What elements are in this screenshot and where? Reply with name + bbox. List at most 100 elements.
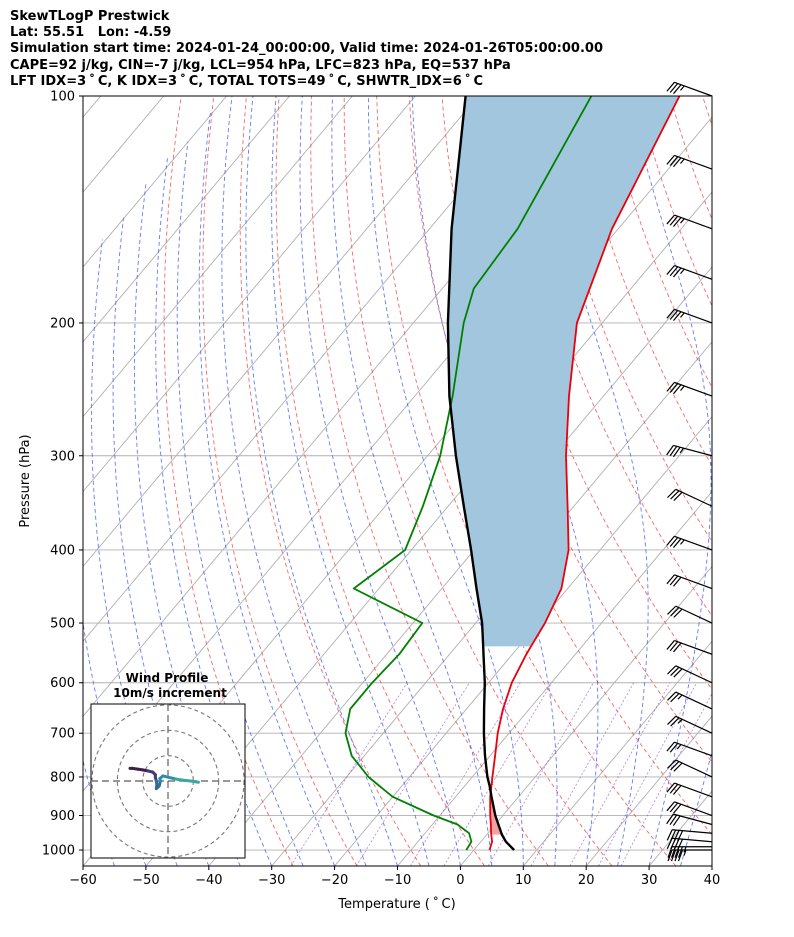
y-tick-label: 1000 bbox=[42, 844, 75, 859]
wind-barb bbox=[667, 759, 713, 778]
title-line-times: Simulation start time: 2024-01-24_00:00:… bbox=[10, 41, 603, 57]
moist-adiabat-line bbox=[711, 864, 712, 866]
mixing-ratio-line bbox=[569, 682, 671, 866]
wind-barb bbox=[666, 574, 713, 590]
moist-adiabat-line bbox=[245, 96, 398, 866]
moist-adiabat-line bbox=[112, 217, 210, 866]
wind-barb bbox=[667, 665, 713, 684]
isotherm-line bbox=[83, 96, 290, 343]
isotherm-line bbox=[397, 490, 712, 866]
moist-adiabat-line bbox=[628, 96, 712, 866]
y-axis-label: Pressure (hPa) bbox=[18, 434, 33, 527]
wind-barb bbox=[666, 444, 713, 458]
dry-adiabat-line bbox=[275, 96, 485, 866]
wind-barb bbox=[666, 741, 713, 757]
wind-barb bbox=[666, 829, 713, 842]
wind-barb bbox=[666, 214, 713, 230]
isotherm-line bbox=[83, 96, 227, 268]
x-tick-label: −60 bbox=[69, 873, 96, 888]
x-tick-label: −50 bbox=[132, 873, 159, 888]
wind-barb bbox=[667, 691, 713, 710]
moist-adiabat-line bbox=[133, 181, 241, 866]
x-axis-label: Temperature ( ˚ C) bbox=[337, 896, 455, 912]
dewpoint-profile-line bbox=[344, 96, 593, 851]
x-tick-label: 20 bbox=[578, 873, 595, 888]
wind-barb bbox=[667, 488, 713, 507]
y-tick-label: 700 bbox=[50, 727, 75, 742]
moist-adiabat-line bbox=[221, 96, 367, 866]
hodograph-trace-segment bbox=[189, 779, 200, 784]
wind-barb bbox=[666, 154, 713, 170]
moist-adiabat-line bbox=[155, 155, 273, 866]
dry-adiabat-line bbox=[310, 96, 549, 866]
title-line-cape: CAPE=92 j/kg, CIN=-7 j/kg, LCL=954 hPa, … bbox=[10, 57, 511, 73]
mixing-ratio-line bbox=[530, 682, 635, 866]
wind-barb bbox=[667, 605, 713, 624]
isotherm-line bbox=[83, 96, 416, 493]
moist-adiabat-line bbox=[536, 96, 649, 866]
isotherm-line bbox=[83, 96, 479, 568]
isotherm-line bbox=[585, 715, 712, 866]
dry-adiabat-line bbox=[239, 96, 422, 866]
parcel-profile-line bbox=[446, 96, 515, 851]
wind-barbs-layer bbox=[666, 81, 713, 862]
x-tick-label: −30 bbox=[258, 873, 285, 888]
wind-barb bbox=[666, 81, 713, 97]
hodograph-subtitle: 10m/s increment bbox=[113, 686, 227, 700]
wind-barb bbox=[666, 782, 713, 798]
wind-barb bbox=[667, 715, 713, 734]
y-tick-label: 300 bbox=[50, 449, 75, 464]
wind-barb bbox=[666, 535, 713, 551]
isotherm-line bbox=[711, 865, 712, 866]
mixing-ratio-line bbox=[290, 682, 408, 866]
moist-adiabat-line bbox=[198, 111, 336, 866]
dry-adiabat-line bbox=[768, 96, 794, 866]
x-tick-label: 40 bbox=[704, 873, 721, 888]
wind-barb bbox=[666, 640, 713, 655]
x-tick-label: 30 bbox=[641, 873, 658, 888]
dry-adiabat-line bbox=[163, 96, 294, 866]
dry-adiabat-line bbox=[702, 96, 712, 127]
temperature-profile-line bbox=[488, 96, 681, 851]
x-tick-label: −10 bbox=[384, 873, 411, 888]
moist-adiabat-line bbox=[466, 96, 599, 866]
isotherm-line bbox=[83, 96, 353, 418]
x-tick-label: −20 bbox=[321, 873, 348, 888]
hodograph-plot bbox=[91, 704, 245, 858]
moist-adiabat-line bbox=[368, 96, 524, 866]
mixing-ratio-line bbox=[620, 692, 712, 866]
wind-barb bbox=[666, 265, 713, 280]
cape-shading bbox=[448, 96, 680, 647]
mixing-ratio-line bbox=[410, 682, 521, 866]
x-tick-label: −40 bbox=[195, 873, 222, 888]
isotherm-line bbox=[648, 790, 712, 866]
title-line-indices: LFT IDX=3 ˚ C, K IDX=3 ˚ C, TOTAL TOTS=4… bbox=[10, 73, 483, 89]
title-line-station: SkewTLogP Prestwick bbox=[10, 9, 170, 24]
y-tick-label: 100 bbox=[50, 90, 75, 105]
dry-adiabat-line bbox=[408, 96, 712, 836]
wind-barb bbox=[666, 813, 713, 826]
mixing-ratio-line bbox=[443, 682, 553, 866]
wind-barb bbox=[666, 801, 713, 817]
mixing-ratio-line bbox=[355, 682, 470, 866]
shading-layer bbox=[448, 96, 680, 835]
x-tick-label: 10 bbox=[515, 873, 532, 888]
y-tick-label: 900 bbox=[50, 809, 75, 824]
wind-barb bbox=[666, 308, 713, 324]
moist-adiabat-line bbox=[91, 239, 178, 866]
isotherm-line bbox=[522, 640, 712, 866]
dry-adiabat-line bbox=[669, 96, 712, 221]
cin-shading bbox=[489, 786, 502, 835]
profile-lines-layer bbox=[344, 96, 681, 851]
moist-adiabat-line bbox=[176, 141, 304, 866]
isotherm-line bbox=[460, 565, 712, 866]
moist-adiabat-line bbox=[299, 96, 461, 866]
y-tick-label: 800 bbox=[50, 770, 75, 785]
y-tick-label: 400 bbox=[50, 543, 75, 558]
dry-adiabat-line bbox=[735, 96, 794, 866]
dry-adiabat-line bbox=[202, 96, 358, 866]
dry-adiabat-line bbox=[376, 96, 677, 866]
wind-barb bbox=[666, 837, 713, 851]
moist-adiabat-line bbox=[331, 96, 493, 866]
